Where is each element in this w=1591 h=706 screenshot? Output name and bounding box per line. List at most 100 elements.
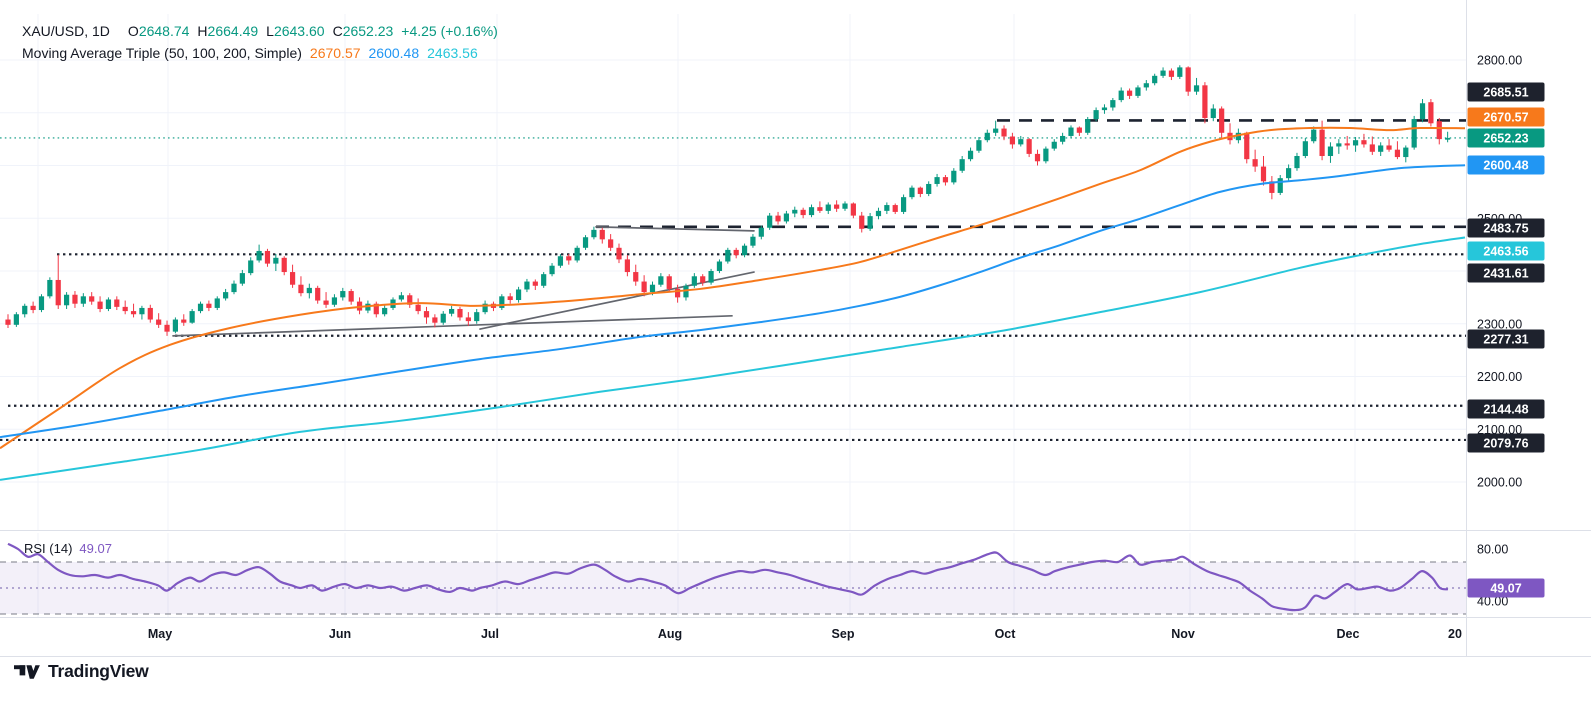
candle-body xyxy=(1277,178,1283,193)
candle-body xyxy=(708,271,714,283)
rsi-indicator-title: RSI (14) xyxy=(24,541,73,556)
candle-body xyxy=(1202,85,1208,119)
candle-body xyxy=(398,295,404,300)
price-axis-badge-label: 2463.56 xyxy=(1483,245,1528,259)
candle-body xyxy=(315,287,321,301)
tradingview-wordmark: TradingView xyxy=(48,661,149,681)
candle-body xyxy=(499,296,505,308)
price-axis-badge xyxy=(1467,578,1545,598)
candle-body xyxy=(72,294,78,304)
candle-body xyxy=(147,307,153,320)
candle-body xyxy=(89,296,95,302)
trendlines-layer xyxy=(172,225,755,337)
candle-body xyxy=(348,291,354,302)
month-label: May xyxy=(148,627,172,641)
candle-body xyxy=(105,299,112,309)
open-label: O xyxy=(127,23,139,39)
candle-body xyxy=(792,209,798,214)
candle-body xyxy=(549,265,555,275)
candles-layer xyxy=(5,65,1451,336)
ma200-value: 2463.56 xyxy=(427,45,478,61)
candle-body xyxy=(1445,138,1451,140)
candle-body xyxy=(22,305,28,315)
ma50-value: 2670.57 xyxy=(309,45,361,61)
candle-body xyxy=(1327,146,1334,157)
candle-body xyxy=(599,229,605,240)
candle-body xyxy=(465,317,471,322)
high-value: 2664.49 xyxy=(207,23,259,39)
candle-body xyxy=(1252,159,1258,167)
open-value: 2648.74 xyxy=(138,23,190,39)
symbol-ohlc-row[interactable]: XAU/USD, 1D O2648.74 H2664.49 L2643.60 C2652… xyxy=(22,20,498,42)
candle-body xyxy=(1076,127,1082,133)
candle-body xyxy=(1260,166,1267,182)
candle-body xyxy=(666,276,672,289)
month-label: Dec xyxy=(1337,627,1360,641)
candle-body xyxy=(959,159,965,171)
candle-body xyxy=(566,256,572,261)
candle-body xyxy=(758,227,764,237)
sma-50-line[interactable] xyxy=(0,126,1466,450)
tradingview-logo-icon xyxy=(14,664,40,679)
candle-body xyxy=(1001,128,1007,137)
candle-body xyxy=(1361,140,1367,145)
candle-body xyxy=(432,317,438,323)
candle-body xyxy=(850,203,856,216)
candle-body xyxy=(1118,90,1124,101)
candle-body xyxy=(942,177,949,183)
candle-body xyxy=(683,285,689,298)
price-tick-label: 2200.00 xyxy=(1477,370,1522,384)
high-label: H xyxy=(197,23,208,39)
candle-body xyxy=(1319,129,1325,157)
candle-body xyxy=(817,207,823,211)
candle-body xyxy=(30,305,36,311)
candle-body xyxy=(1026,139,1032,154)
candle-body xyxy=(63,294,70,306)
candle-body xyxy=(541,274,547,286)
ma-indicator-row[interactable]: Moving Average Triple (50, 100, 200, Sim… xyxy=(22,42,498,64)
chart-legend: XAU/USD, 1D O2648.74 H2664.49 L2643.60 C2652… xyxy=(22,20,498,64)
candle-body xyxy=(967,150,974,160)
candle-body xyxy=(214,298,220,308)
candle-body xyxy=(248,260,254,274)
candle-body xyxy=(1411,119,1417,148)
price-axis-badge-label: 2600.48 xyxy=(1483,159,1528,173)
candle-body xyxy=(716,261,723,271)
ma-indicator-title: Moving Average Triple (50, 100, 200, Sim… xyxy=(22,45,302,61)
candle-body xyxy=(574,247,580,261)
candle-body xyxy=(1018,139,1024,145)
candle-body xyxy=(1403,147,1409,158)
candle-body xyxy=(1210,108,1216,119)
trendline[interactable] xyxy=(595,225,755,232)
candle-body xyxy=(725,249,731,262)
price-axis-badge xyxy=(1467,107,1545,127)
price-axis-badge-label: 2685.51 xyxy=(1483,86,1528,100)
rsi-line[interactable] xyxy=(7,542,1449,612)
tradingview-logo[interactable]: TradingView xyxy=(14,661,149,682)
low-value: 2643.60 xyxy=(273,23,325,39)
price-axis-badge xyxy=(1467,82,1545,102)
sma-100-line[interactable] xyxy=(0,164,1466,439)
candle-body xyxy=(197,303,204,312)
candle-body xyxy=(1193,85,1200,92)
time-axis[interactable]: May Jun Jul Aug Sep Oct Nov Dec 20 xyxy=(148,627,1462,641)
month-label: Nov xyxy=(1171,627,1195,641)
candle-body xyxy=(331,297,338,305)
candle-body xyxy=(5,319,11,325)
month-label: Aug xyxy=(658,627,682,641)
price-axis-badge xyxy=(1467,263,1545,283)
candle-body xyxy=(1369,144,1375,152)
price-axis-badge xyxy=(1467,218,1545,238)
candle-body xyxy=(515,289,522,301)
trendline[interactable] xyxy=(172,314,733,337)
trendline[interactable] xyxy=(479,271,755,330)
month-label: Jul xyxy=(481,627,499,641)
price-axis-badge-label: 2483.75 xyxy=(1483,222,1528,236)
candle-body xyxy=(80,296,86,304)
rsi-indicator-row[interactable]: RSI (14) 49.07 xyxy=(24,541,112,556)
sma-200-line[interactable] xyxy=(0,236,1466,481)
candle-body xyxy=(181,319,187,323)
candle-body xyxy=(457,308,463,318)
candle-body xyxy=(256,250,262,261)
